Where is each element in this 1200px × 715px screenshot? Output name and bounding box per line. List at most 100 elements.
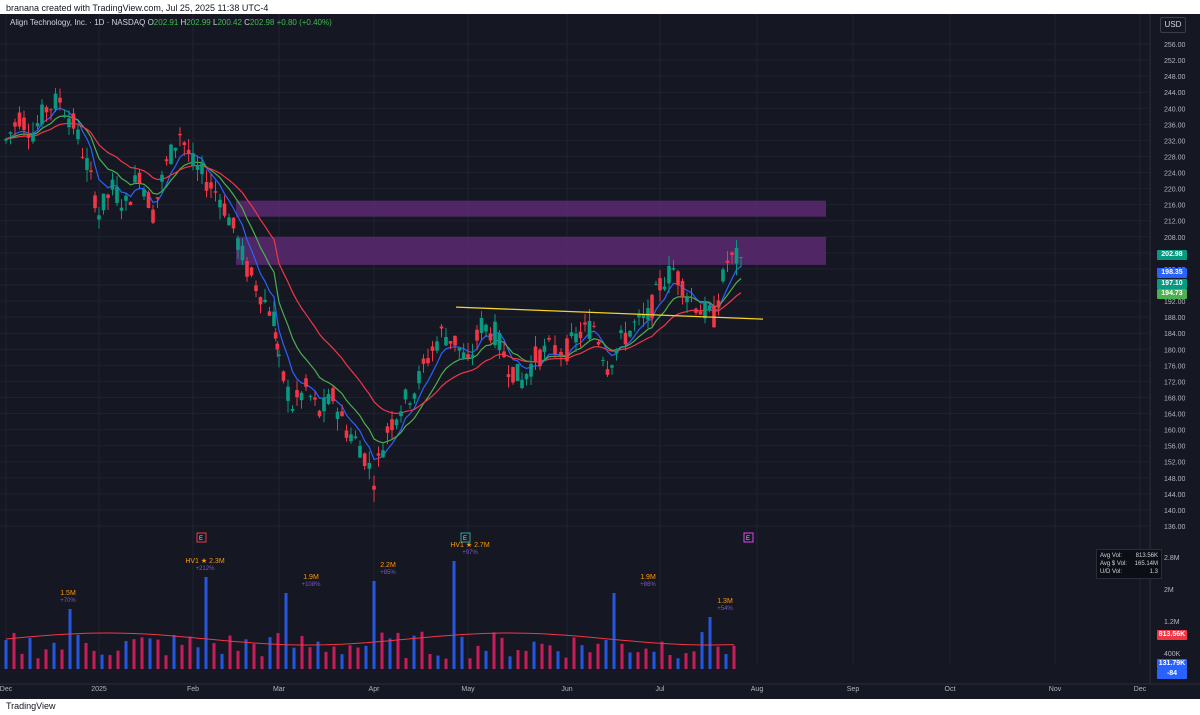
candle-body xyxy=(186,149,191,154)
volume-bar xyxy=(548,645,552,669)
chart-panel[interactable]: 256.00 252.00 248.00 244.00 240.00 236.00 232.… xyxy=(0,14,1200,699)
candle-body xyxy=(146,192,151,209)
candle-body xyxy=(155,197,160,199)
volume-bar xyxy=(204,577,208,669)
candle-body xyxy=(93,195,97,209)
volume-bar xyxy=(516,650,520,669)
volume-annotation-change: +54% xyxy=(717,606,733,612)
volume-bar xyxy=(300,635,304,669)
volume-bar xyxy=(252,643,256,669)
volume-bar xyxy=(236,650,240,669)
tradingview-logo[interactable]: TradingView xyxy=(6,701,56,711)
candle-body xyxy=(340,411,344,417)
volume-bar xyxy=(364,645,368,669)
earnings-marker xyxy=(460,532,471,543)
candle-body xyxy=(89,170,93,172)
candle-body xyxy=(524,373,529,380)
candle-body xyxy=(200,163,204,175)
candle-body xyxy=(559,351,563,356)
candle-body xyxy=(399,411,403,417)
candle-body xyxy=(290,409,295,411)
currency-button[interactable]: USD xyxy=(1160,17,1186,33)
volume-bar xyxy=(428,654,432,669)
candle-body xyxy=(596,341,601,345)
ema-fast-tag: 198.35 xyxy=(1157,268,1187,278)
candle-body xyxy=(209,182,213,189)
candle-body xyxy=(26,134,31,138)
ema-mid-tag: 197.10 xyxy=(1157,279,1187,289)
candle-body xyxy=(169,144,173,164)
candle-body xyxy=(381,450,385,458)
time-tick-label: Jun xyxy=(561,686,572,693)
earnings-marker xyxy=(196,532,207,543)
candle-body xyxy=(195,164,200,170)
volume-bar xyxy=(724,654,728,669)
candle-body xyxy=(707,305,712,311)
candle-body xyxy=(619,330,623,334)
volume-bar xyxy=(396,632,400,669)
volume-annotation: 1.5M xyxy=(60,590,76,597)
volume-bar xyxy=(140,637,144,669)
candle-body xyxy=(281,371,286,381)
volume-bar xyxy=(276,633,280,669)
candle-body xyxy=(734,247,739,264)
candle-body xyxy=(128,201,133,206)
candle-body xyxy=(372,485,376,490)
candle-body xyxy=(739,256,743,258)
candle-body xyxy=(475,329,479,341)
volume-tick-label: 2M xyxy=(1164,587,1174,594)
price-tick-label: 192.00 xyxy=(1164,299,1186,306)
volume-bar xyxy=(244,639,248,669)
candle-body xyxy=(62,114,67,118)
earnings-marker-label: E xyxy=(463,536,467,542)
candle-body xyxy=(353,436,358,439)
candle-body xyxy=(376,453,381,456)
candle-body xyxy=(101,193,106,211)
volume-bar xyxy=(564,657,568,669)
volume-bar xyxy=(316,641,320,669)
candle-body xyxy=(444,336,448,346)
footer: TradingView xyxy=(0,699,1200,715)
volume-tick-label: 400K xyxy=(1164,651,1181,658)
candle-body xyxy=(236,238,240,250)
price-tick-label: 240.00 xyxy=(1164,106,1186,113)
time-tick-label: Aug xyxy=(751,686,764,693)
candle-body xyxy=(31,133,35,142)
avg-dollar-value: 165.14M xyxy=(1134,561,1158,567)
ud-vol-label: U/D Vol: xyxy=(1100,569,1123,575)
ema-slow-tag: 194.73 xyxy=(1157,289,1187,299)
earnings-marker-label: E xyxy=(746,536,750,542)
price-tick-label: 184.00 xyxy=(1164,331,1186,338)
price-tick-label: 208.00 xyxy=(1164,235,1186,242)
volume-bar xyxy=(164,655,168,669)
time-tick-label: Feb xyxy=(187,686,199,693)
candle-body xyxy=(286,386,290,401)
price-tick-label: 244.00 xyxy=(1164,90,1186,97)
candle-body xyxy=(448,341,453,344)
candle-body xyxy=(273,332,278,339)
candle-body xyxy=(258,297,263,305)
candle-body xyxy=(367,462,372,469)
price-chart-svg[interactable]: 256.00 252.00 248.00 244.00 240.00 236.00 232.… xyxy=(0,14,1200,699)
candle-body xyxy=(421,358,426,364)
candle-body xyxy=(317,410,322,417)
low-label: L xyxy=(212,18,218,27)
volume-bar xyxy=(540,643,544,669)
candle-body xyxy=(641,313,646,318)
candle-body xyxy=(685,297,689,303)
candle-body xyxy=(40,104,44,125)
price-tick-label: 144.00 xyxy=(1164,492,1186,499)
candle-body xyxy=(151,209,155,223)
volume-annotation-change: +85% xyxy=(380,570,396,576)
volume-bar xyxy=(628,652,632,669)
candle-body xyxy=(119,207,124,211)
volume-bar xyxy=(36,658,40,669)
time-tick-label: Mar xyxy=(273,686,286,693)
price-tick-label: 216.00 xyxy=(1164,203,1186,210)
candle-body xyxy=(565,338,569,362)
volume-annotation-change: +97% xyxy=(462,550,478,556)
price-tick-label: 252.00 xyxy=(1164,58,1186,65)
price-tick-label: 248.00 xyxy=(1164,74,1186,81)
candle-body xyxy=(497,333,502,351)
volume-bar xyxy=(700,632,704,669)
